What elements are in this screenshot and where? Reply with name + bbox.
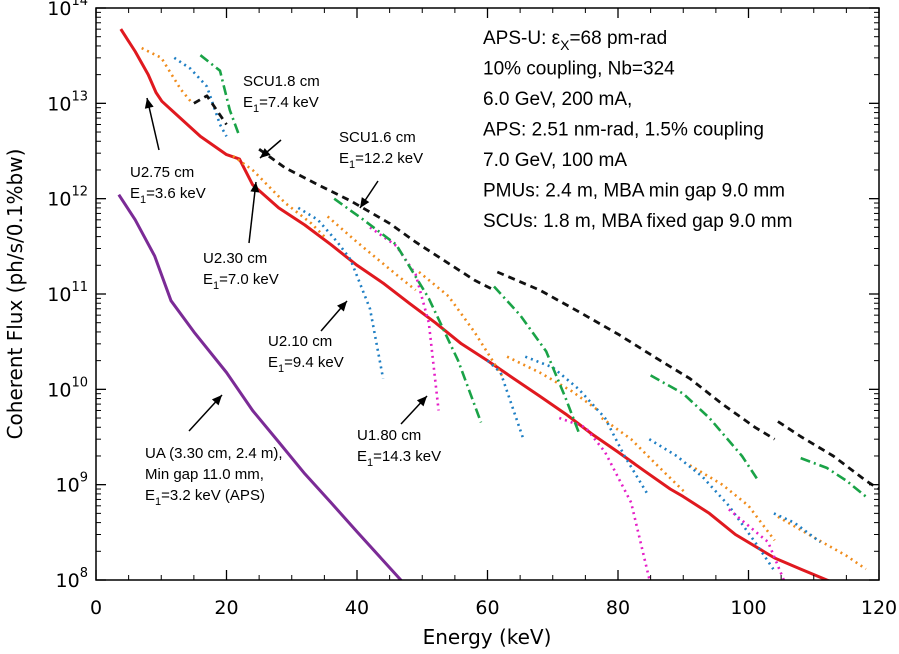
info-line: 7.0 GeV, 100 mA	[483, 150, 627, 171]
annotation-line: E1=9.4 keV	[268, 354, 344, 375]
annotation-line: UA (3.30 cm, 2.4 m),	[145, 445, 283, 462]
tick-marks	[95, 7, 880, 581]
annotation-line: E1=3.2 keV (APS)	[145, 487, 265, 508]
annotation-ua: UA (3.30 cm, 2.4 m), Min gap 11.0 mm, E1=3…	[145, 445, 283, 508]
annotation-line: E1=7.0 keV	[203, 271, 279, 292]
annotation-arrow	[400, 395, 428, 425]
annotation-u275: U2.75 cm E1=3.6 keV	[130, 164, 206, 206]
info-box: APS-U: εX=68 pm-rad 10% coupling, Nb=324 6…	[483, 28, 792, 232]
series-2-segment-3	[524, 355, 649, 495]
series-1-segment-1	[232, 154, 326, 238]
annotation-u210: U2.10 cm E1=9.4 keV	[268, 333, 344, 375]
series-5-segment-2	[496, 270, 776, 441]
y-axis-title: Coherent Flux (ph/s/0.1%bw)	[3, 149, 27, 440]
series-1-segment-6	[689, 464, 776, 542]
y-tick-label: 1014	[47, 0, 88, 20]
series-2-segment-4	[648, 438, 775, 570]
annotation-scu16: SCU1.6 cm E1=12.2 keV	[339, 129, 423, 171]
info-line: PMUs: 2.4 m, MBA min gap 9.0 mm	[483, 181, 785, 202]
series-0-segment-0	[119, 28, 832, 580]
annotations: SCU1.8 cm E1=7.4 keV SCU1.6 cm E1=12.2 keV U…	[130, 73, 441, 508]
x-tick-label: 60	[475, 597, 499, 619]
series-2-segment-0	[173, 56, 228, 138]
series-4-segment-4	[800, 456, 867, 498]
annotation-arrow	[144, 97, 160, 151]
series-4-segment-1	[333, 197, 483, 423]
series-1-segment-3	[418, 270, 505, 380]
annotation-line: E1=12.2 keV	[339, 150, 423, 171]
annotation-arrow	[359, 180, 379, 209]
series-2-segment-2	[486, 359, 525, 440]
y-tick-label: 1011	[47, 280, 88, 306]
annotation-line: SCU1.6 cm	[339, 129, 416, 146]
info-line: APS: 2.51 nm-rad, 1.5% coupling	[483, 120, 764, 141]
annotation-u230: U2.30 cm E1=7.0 keV	[203, 250, 279, 292]
series-1-segment-5	[600, 416, 688, 495]
x-tick-label: 80	[606, 597, 630, 619]
series-6-segment-0	[117, 193, 403, 580]
series-layer	[117, 28, 879, 580]
series-2-segment-1	[297, 206, 385, 379]
annotation-line: SCU1.8 cm	[243, 73, 320, 90]
y-tick-label: 1012	[47, 185, 88, 211]
series-3-segment-0	[369, 226, 440, 411]
series-1-segment-4	[506, 355, 600, 412]
x-tick-label: 0	[90, 597, 102, 619]
series-1-segment-7	[777, 515, 867, 571]
series-5-segment-1	[258, 148, 495, 292]
series-4-segment-2	[493, 285, 581, 434]
annotation-scu18: SCU1.8 cm E1=7.4 keV	[243, 73, 320, 115]
annotation-line: E1=3.6 keV	[130, 185, 206, 206]
series-1-segment-2	[326, 215, 417, 292]
annotation-line: U2.10 cm	[268, 333, 332, 350]
info-line: SCUs: 1.8 m, MBA fixed gap 9.0 mm	[483, 211, 792, 232]
y-tick-label: 108	[56, 566, 88, 592]
annotation-arrows	[144, 97, 428, 432]
annotation-arrow	[248, 181, 260, 244]
annotation-u180: U1.80 cm E1=14.3 keV	[357, 427, 441, 469]
annotation-arrow	[188, 394, 223, 432]
annotation-line: U2.75 cm	[130, 164, 194, 181]
series-5-segment-3	[777, 420, 879, 491]
y-tick-label: 109	[56, 471, 88, 497]
x-axis-title: Energy (keV)	[423, 625, 552, 649]
annotation-line: E1=14.3 keV	[357, 448, 441, 469]
x-tick-label: 40	[345, 597, 369, 619]
series-2-segment-5	[773, 512, 822, 544]
info-line: 6.0 GeV, 200 mA,	[483, 89, 632, 110]
annotation-arrow	[320, 300, 348, 332]
annotation-line: U1.80 cm	[357, 427, 421, 444]
x-tick-label: 100	[730, 597, 766, 619]
tick-labels: 0 20 40 60 80 100 120 108 109 1010 1011 1012 1013 101…	[47, 0, 897, 619]
series-5-segment-0	[193, 94, 228, 126]
y-tick-label: 1013	[47, 89, 88, 115]
annotation-line: E1=7.4 keV	[243, 94, 319, 115]
annotation-line: Min gap 11.0 mm,	[145, 466, 264, 483]
series-1-segment-0	[141, 46, 192, 103]
series-3-segment-2	[728, 508, 786, 580]
annotation-arrow	[259, 139, 282, 159]
series-4-segment-0	[199, 54, 241, 137]
x-tick-label: 20	[214, 597, 238, 619]
series-4-segment-3	[649, 374, 760, 482]
annotation-line: U2.30 cm	[203, 250, 267, 267]
info-line: 10% coupling, Nb=324	[483, 59, 675, 80]
x-tick-label: 120	[861, 597, 897, 619]
info-line: APS-U: εX=68 pm-rad	[483, 28, 667, 53]
y-tick-label: 1010	[47, 375, 88, 401]
